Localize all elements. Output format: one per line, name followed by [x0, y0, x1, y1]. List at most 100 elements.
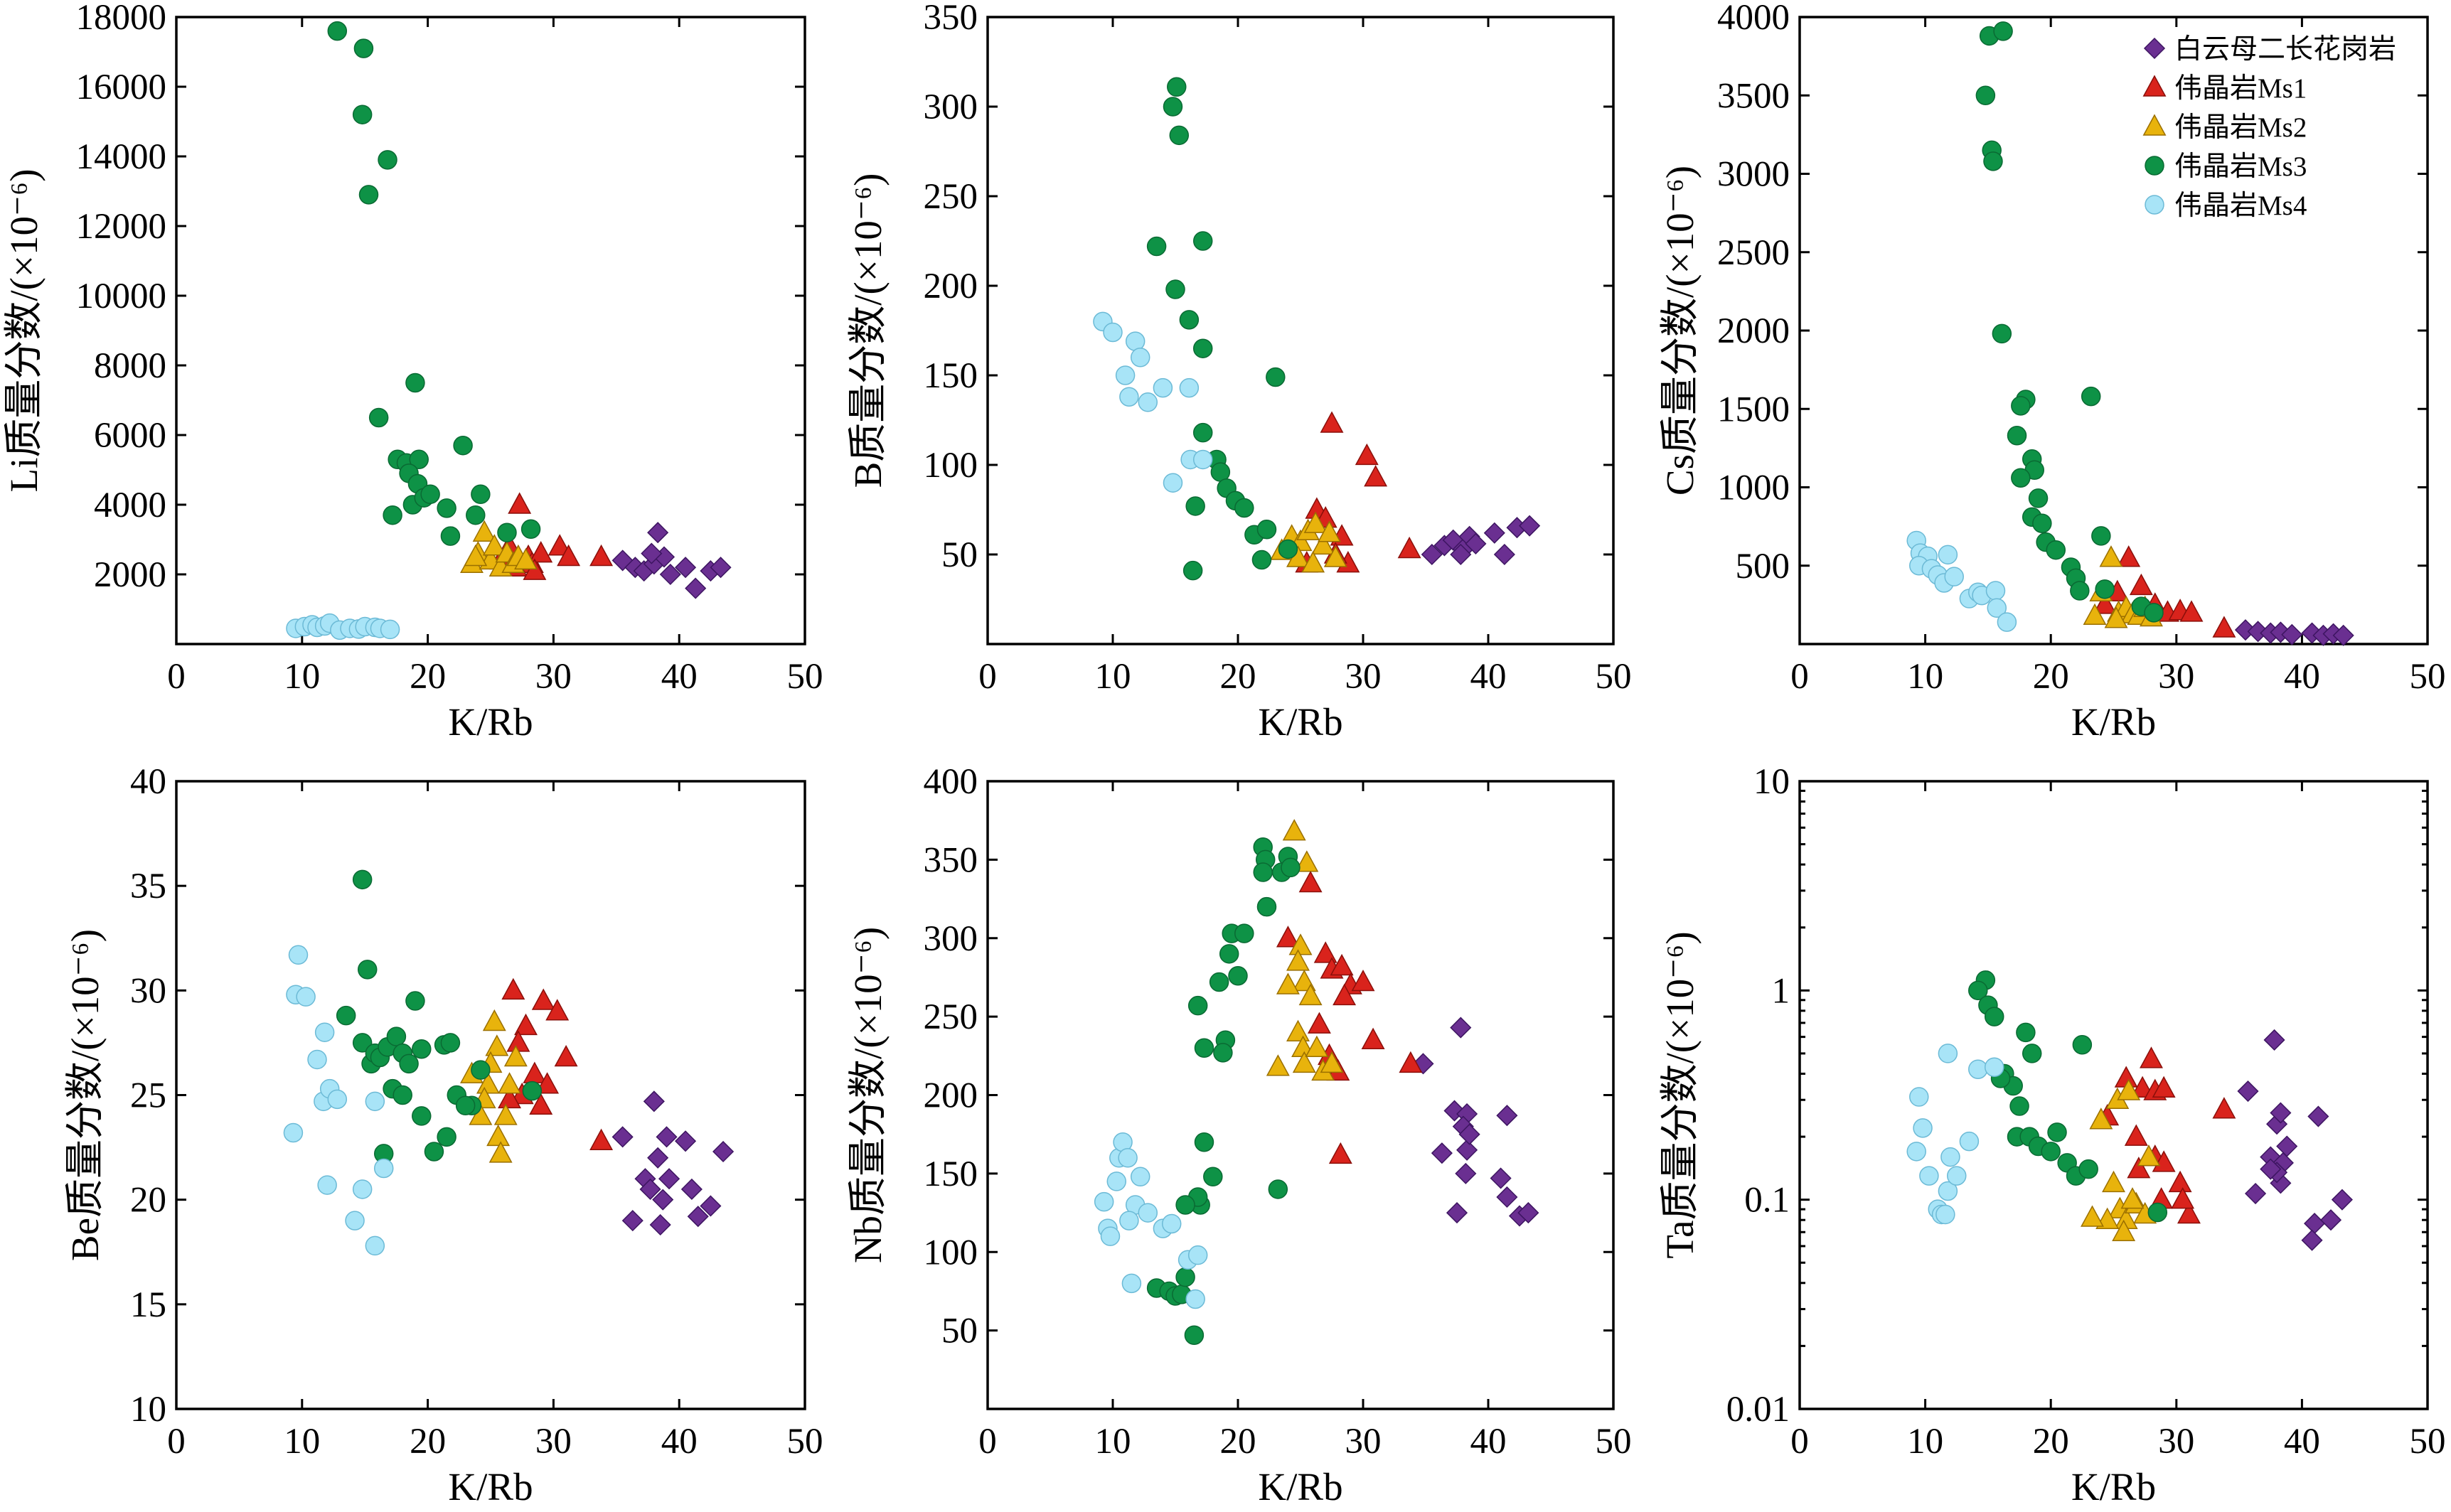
- data-point-ms4: [314, 1022, 335, 1042]
- x-tick-label: 10: [1907, 657, 1943, 697]
- series-ms3: [1968, 970, 2168, 1223]
- data-point-ms2: [486, 1124, 511, 1147]
- x-tick-label: 10: [284, 1422, 320, 1462]
- x-tick-label: 10: [1095, 1422, 1131, 1462]
- data-point-ms1: [2177, 1201, 2201, 1224]
- panel-2: 0 10 20 30 40 50 50 100 150 200 250 300 350 K/Rb B质量分数…: [846, 0, 1632, 744]
- y-tick-label: 3000: [1717, 155, 1790, 195]
- data-point-ms1: [1397, 536, 1421, 559]
- y-tick-label: 6000: [94, 416, 166, 456]
- x-tick-label: 0: [167, 1422, 186, 1462]
- data-point-ms4: [1959, 1131, 1980, 1152]
- data-point-ms2: [1266, 1054, 1290, 1076]
- data-point-ms3: [2147, 1202, 2168, 1223]
- data-point-ms2: [1292, 1051, 1316, 1073]
- data-point-ms2: [2102, 1170, 2125, 1193]
- y-tick-label: 250: [924, 177, 978, 217]
- y-axis-label: Ta质量分数/(×10⁻⁶): [1658, 931, 1702, 1258]
- data-point-ms3: [1234, 498, 1254, 518]
- y-tick-label: 1000: [1717, 468, 1790, 508]
- data-point-granite: [687, 1206, 709, 1228]
- data-point-ms3: [1179, 310, 1200, 330]
- y-axis-label: Cs质量分数/(×10⁻⁶): [1658, 166, 1702, 495]
- data-point-ms3: [1278, 539, 1298, 559]
- data-point-ms4: [1913, 1118, 1933, 1138]
- y-tick-label: 1: [1772, 971, 1790, 1011]
- data-point-ms3: [1253, 862, 1273, 882]
- data-point-granite: [1446, 1202, 1468, 1224]
- series-ms1: [1276, 870, 1423, 1164]
- x-tick-label: 20: [410, 1422, 446, 1462]
- y-tick-label: 400: [924, 762, 978, 802]
- x-tick-label: 50: [787, 657, 823, 697]
- data-point-ms3: [2009, 1096, 2029, 1116]
- data-point-ms2: [2104, 606, 2128, 628]
- x-tick-label: 0: [167, 657, 186, 697]
- data-point-ms4: [1185, 1289, 1205, 1309]
- data-point-ms4: [345, 1211, 365, 1230]
- data-point-granite: [2276, 1135, 2298, 1157]
- y-tick-label: 150: [924, 356, 978, 396]
- data-point-ms2: [1320, 1051, 1344, 1073]
- data-point-ms1: [545, 999, 570, 1021]
- data-point-ms4: [327, 1089, 348, 1110]
- data-point-ms2: [2081, 1205, 2104, 1227]
- data-point-granite: [1450, 543, 1472, 566]
- series-ms4: [1093, 311, 1213, 493]
- data-point-ms3: [466, 505, 486, 525]
- data-point-granite: [1483, 522, 1505, 544]
- data-point-ms3: [440, 526, 461, 546]
- panel-5: 0 10 20 30 40 50 50 100 150 200 250 300 350 400 K/Rb Nb…: [846, 762, 1632, 1508]
- y-axis-label: Be质量分数/(×10⁻⁶): [63, 929, 107, 1261]
- data-point-ms4: [373, 1158, 394, 1179]
- data-point-ms3: [352, 869, 373, 890]
- series-ms2: [460, 520, 538, 577]
- x-tick-label: 20: [2033, 1422, 2069, 1462]
- data-point-ms3: [353, 38, 374, 58]
- plot-frame: [175, 16, 806, 645]
- y-tick-label: 0.01: [1726, 1390, 1790, 1430]
- data-point-ms3: [2007, 425, 2027, 446]
- x-axis-label: K/Rb: [2071, 1465, 2156, 1508]
- data-point-ms2: [464, 544, 488, 567]
- legend-marker-ms4: [2145, 195, 2164, 215]
- data-point-ms1: [2171, 1187, 2195, 1209]
- data-point-ms2: [514, 547, 538, 570]
- x-tick-label: 0: [1790, 1422, 1809, 1462]
- data-point-ms4: [352, 1179, 373, 1199]
- y-tick-label: 300: [924, 87, 978, 127]
- data-point-granite: [1458, 1123, 1480, 1145]
- data-point-granite: [2260, 1158, 2282, 1180]
- data-point-ms3: [1175, 1267, 1195, 1287]
- legend-label-ms2: 伟晶岩Ms2: [2174, 112, 2307, 143]
- data-point-ms4: [1118, 1148, 1138, 1168]
- y-tick-label: 20: [130, 1181, 166, 1221]
- data-point-ms3: [336, 1005, 356, 1026]
- data-point-ms3: [1175, 1195, 1195, 1215]
- data-point-ms3: [1184, 1325, 1205, 1345]
- data-point-ms1: [1307, 1012, 1331, 1034]
- data-point-ms3: [1266, 367, 1286, 387]
- legend-label-granite: 白云母二长花岗岩: [2174, 34, 2396, 65]
- data-point-ms3: [352, 1033, 373, 1053]
- data-point-ms1: [548, 534, 572, 556]
- series-granite: [1412, 1017, 1539, 1227]
- x-tick-label: 30: [2158, 1422, 2194, 1462]
- legend-label-ms3: 伟晶岩Ms3: [2174, 151, 2307, 182]
- y-tick-label: 2500: [1717, 233, 1790, 273]
- legend-item-granite: 白云母二长花岗岩: [2143, 34, 2396, 65]
- y-tick-label: 12000: [76, 207, 167, 247]
- series-ms3: [1975, 21, 2164, 623]
- data-point-ms4: [1938, 545, 1958, 565]
- data-point-ms2: [2099, 545, 2123, 567]
- data-point-ms1: [554, 1044, 578, 1067]
- y-tick-label: 2000: [1717, 311, 1790, 351]
- series-ms4: [1906, 530, 2017, 632]
- x-tick-label: 40: [2284, 657, 2320, 697]
- data-point-granite: [2307, 1105, 2329, 1127]
- y-tick-label: 3500: [1717, 76, 1790, 116]
- x-tick-label: 20: [1220, 1422, 1256, 1462]
- data-point-ms4: [1985, 581, 2006, 601]
- y-tick-label: 50: [941, 1312, 978, 1351]
- data-point-ms2: [493, 1103, 518, 1125]
